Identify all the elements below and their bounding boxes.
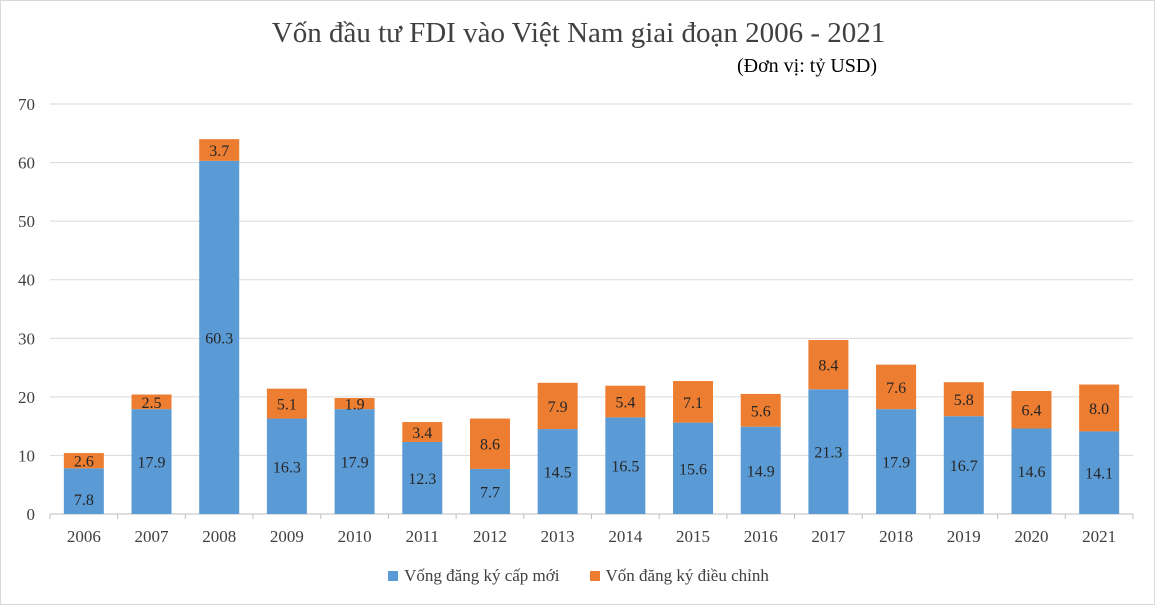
data-label-new-capital: 12.3 <box>408 471 436 488</box>
data-label-adjusted-capital: 7.1 <box>683 395 703 412</box>
bar-new-capital <box>1079 431 1120 514</box>
legend-label-new: Vống đăng ký cấp mới <box>404 566 560 585</box>
data-label-adjusted-capital: 2.5 <box>142 395 162 412</box>
data-label-adjusted-capital: 8.4 <box>818 358 838 375</box>
y-tick-label: 10 <box>18 446 35 465</box>
bar-new-capital <box>808 389 849 514</box>
bar-adjusted-capital <box>740 393 781 427</box>
data-label-new-capital: 14.1 <box>1085 466 1113 483</box>
chart-subtitle: (Đơn vị: tỷ USD) <box>736 55 877 77</box>
data-label-adjusted-capital: 5.6 <box>751 403 771 420</box>
x-tick-label: 2012 <box>473 527 507 546</box>
bar-adjusted-capital <box>131 394 172 410</box>
x-tick-label: 2010 <box>338 527 372 546</box>
x-tick-label: 2017 <box>811 527 846 546</box>
legend-swatch-new <box>388 571 399 581</box>
data-label-adjusted-capital: 2.6 <box>74 454 94 471</box>
x-tick-label: 2007 <box>135 527 170 546</box>
data-label-new-capital: 7.8 <box>74 492 94 509</box>
x-tick-label: 2016 <box>744 527 778 546</box>
data-label-adjusted-capital: 3.7 <box>209 143 229 160</box>
x-tick-label: 2015 <box>676 527 710 546</box>
data-label-adjusted-capital: 5.8 <box>954 392 974 409</box>
bar-new-capital <box>131 409 172 514</box>
chart-title: Vốn đầu tư FDI vào Việt Nam giai đoạn 20… <box>271 17 886 49</box>
bar-new-capital <box>740 426 781 514</box>
y-tick-label: 0 <box>27 505 36 524</box>
bar-new-capital <box>63 468 104 514</box>
bar-adjusted-capital <box>537 382 578 430</box>
bar-adjusted-capital <box>1079 384 1120 432</box>
bar-new-capital <box>469 468 510 514</box>
x-tick-label: 2019 <box>947 527 981 546</box>
legend-label-adjusted: Vốn đăng ký điều chỉnh <box>605 566 769 585</box>
x-tick-label: 2013 <box>541 527 575 546</box>
y-tick-label: 50 <box>18 212 35 231</box>
legend-item-new: Vống đăng ký cấp mới <box>388 566 560 586</box>
x-tick-label: 2008 <box>202 527 236 546</box>
x-tick-label: 2021 <box>1082 527 1116 546</box>
x-tick-label: 2011 <box>406 527 439 546</box>
y-tick-label: 60 <box>18 154 35 173</box>
bar-new-capital <box>199 160 240 515</box>
bar-new-capital <box>402 441 443 514</box>
bar-adjusted-capital <box>605 385 646 418</box>
data-label-adjusted-capital: 8.0 <box>1089 401 1109 418</box>
data-label-adjusted-capital: 6.4 <box>1021 403 1041 420</box>
y-tick-label: 70 <box>18 95 35 114</box>
data-label-new-capital: 16.3 <box>273 459 301 476</box>
x-tick-label: 2009 <box>270 527 304 546</box>
x-tick-label: 2018 <box>879 527 913 546</box>
data-label-new-capital: 21.3 <box>814 445 842 462</box>
bar-adjusted-capital <box>199 139 240 161</box>
data-label-new-capital: 16.7 <box>950 458 978 475</box>
data-label-adjusted-capital: 5.4 <box>615 395 635 412</box>
bar-new-capital <box>605 417 646 514</box>
bar-adjusted-capital <box>943 382 984 417</box>
bar-adjusted-capital <box>469 418 510 469</box>
data-label-new-capital: 60.3 <box>205 330 233 347</box>
bar-adjusted-capital <box>63 453 104 469</box>
data-label-new-capital: 17.9 <box>341 455 369 472</box>
data-label-new-capital: 7.7 <box>480 484 500 501</box>
bar-adjusted-capital <box>673 381 714 423</box>
bar-new-capital <box>876 409 917 514</box>
data-label-adjusted-capital: 3.4 <box>412 425 432 442</box>
bar-adjusted-capital <box>876 364 917 410</box>
legend-swatch-adjusted <box>589 571 600 581</box>
data-label-new-capital: 15.6 <box>679 461 707 478</box>
data-label-new-capital: 16.5 <box>611 459 639 476</box>
legend: Vống đăng ký cấp mới Vốn đăng ký điều ch… <box>1 566 1155 586</box>
data-label-new-capital: 17.9 <box>882 455 910 472</box>
data-label-adjusted-capital: 1.9 <box>345 397 365 414</box>
data-label-new-capital: 14.6 <box>1017 464 1045 481</box>
y-tick-label: 20 <box>18 388 35 407</box>
bar-adjusted-capital <box>334 398 375 410</box>
bar-adjusted-capital <box>1011 391 1052 429</box>
legend-item-adjusted: Vốn đăng ký điều chỉnh <box>589 566 769 586</box>
bar-adjusted-capital <box>808 340 849 390</box>
x-tick-label: 2020 <box>1014 527 1048 546</box>
y-tick-label: 30 <box>18 329 35 348</box>
bar-new-capital <box>673 422 714 514</box>
data-label-new-capital: 17.9 <box>138 455 166 472</box>
data-label-adjusted-capital: 7.6 <box>886 380 906 397</box>
bar-adjusted-capital <box>266 388 307 419</box>
y-tick-label: 40 <box>18 271 35 290</box>
bar-adjusted-capital <box>402 422 443 442</box>
bar-new-capital <box>266 418 307 514</box>
data-label-new-capital: 14.9 <box>747 463 775 480</box>
data-label-new-capital: 14.5 <box>544 465 572 482</box>
bar-new-capital <box>1011 428 1052 514</box>
x-tick-label: 2006 <box>67 527 101 546</box>
bar-new-capital <box>943 416 984 514</box>
data-label-adjusted-capital: 5.1 <box>277 397 297 414</box>
x-tick-label: 2014 <box>608 527 643 546</box>
data-label-adjusted-capital: 8.6 <box>480 437 500 454</box>
bar-new-capital <box>334 409 375 514</box>
data-label-adjusted-capital: 7.9 <box>548 399 568 416</box>
bar-new-capital <box>537 429 578 514</box>
